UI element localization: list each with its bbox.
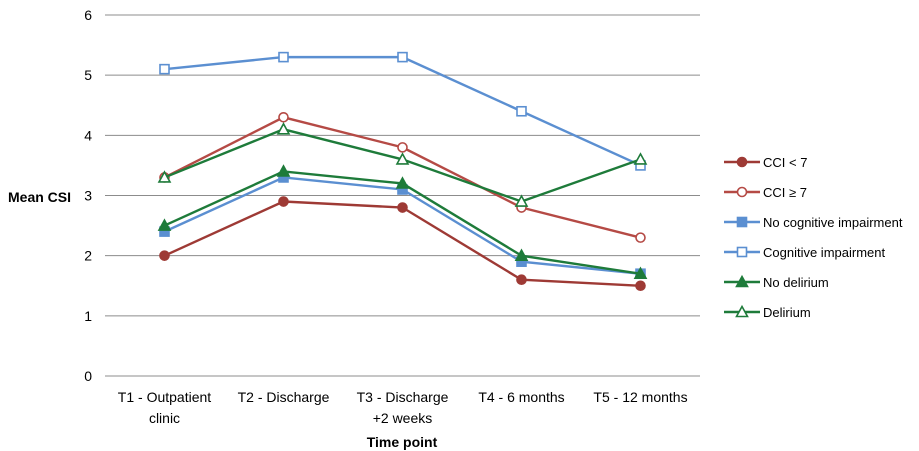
legend-marker [736,156,748,168]
data-point-delirium [157,170,172,183]
legend-marker [736,216,748,228]
legend-marker [736,246,748,258]
data-point-no-delirium [633,266,648,280]
gridlines [105,14,700,377]
legend-item-cognitive-impairment: Cognitive impairment [724,245,885,260]
legend-label: No cognitive impairment [763,215,903,230]
y-tick-label: 4 [84,127,92,143]
series-line-cci-lt-7 [164,200,641,287]
x-tick-label: T3 - Discharge +2 weeks [357,389,449,426]
legend-label: CCI < 7 [763,155,807,170]
legend-label: Cognitive impairment [763,245,885,260]
data-point-cci-lt-7 [278,196,289,207]
y-tick-label: 2 [84,248,92,264]
data-point-delirium [633,152,648,165]
legend-item-no-delirium: No delirium [724,274,829,290]
data-point-delirium [395,152,410,165]
data-point-no-delirium [395,176,410,189]
legend-marker [736,186,748,198]
x-tick-label-line: T5 - 12 months [593,389,687,405]
legend-item-cci-ge-7: CCI ≥ 7 [724,185,807,200]
data-point-delirium [514,194,529,207]
series-cognitive-impairment [159,51,646,171]
data-point-cci-lt-7 [159,250,170,261]
legend-item-cci-lt-7: CCI < 7 [724,155,807,170]
y-tick-label: 1 [84,308,92,324]
data-point-cci-lt-7 [516,274,527,286]
x-tick-label: T1 - Outpatient clinic [118,389,211,426]
series-delirium [157,122,648,207]
legend: CCI < 7 CCI ≥ 7 No cognitive impairment Cog… [724,155,903,320]
data-point-no-delirium [276,164,291,177]
x-axis-ticks: T1 - Outpatient clinic T2 - Discharge T3 - … [118,389,688,426]
legend-item-delirium: Delirium [724,304,811,320]
y-tick-label: 0 [84,368,92,384]
data-point-cci-ge-7 [635,232,646,243]
x-tick-label: T2 - Discharge [238,389,330,405]
data-point-cci-ge-7 [397,142,408,153]
data-point-delirium [276,122,291,135]
series-cci-lt-7 [159,196,646,292]
data-point-cci-lt-7 [635,280,646,292]
y-tick-label: 3 [84,188,92,204]
legend-label: No delirium [763,275,829,290]
series-no-delirium [157,164,648,280]
series-lines [157,51,648,292]
data-point-cognitive-impairment [278,51,289,63]
legend-item-no-cognitive-impairment: No cognitive impairment [724,215,903,230]
legend-marker [735,274,749,288]
y-tick-label: 5 [84,67,92,83]
y-axis-title: Mean CSI [8,189,71,205]
x-tick-label-line: T1 - Outpatient [118,389,211,405]
x-tick-label-line: T3 - Discharge [357,389,449,405]
data-point-no-delirium [514,248,529,261]
data-point-cognitive-impairment [516,105,527,117]
legend-marker [735,304,749,318]
x-tick-label-line: T4 - 6 months [478,389,564,405]
legend-label: CCI ≥ 7 [763,185,807,200]
data-point-cci-lt-7 [397,202,408,213]
x-tick-label-line: T2 - Discharge [238,389,330,405]
x-tick-label: T4 - 6 months [478,389,564,405]
x-tick-label-line: clinic [149,410,180,426]
data-point-cognitive-impairment [159,63,170,75]
data-point-no-delirium [157,218,172,231]
x-tick-label: T5 - 12 months [593,389,687,405]
x-tick-label-line: +2 weeks [373,410,433,426]
y-tick-label: 6 [84,7,92,23]
x-axis-title: Time point [367,434,438,450]
data-point-cognitive-impairment [397,51,408,63]
legend-label: Delirium [763,305,811,320]
y-axis-ticks: 0 1 2 3 4 5 6 [84,7,92,384]
data-point-cci-ge-7 [278,111,289,123]
